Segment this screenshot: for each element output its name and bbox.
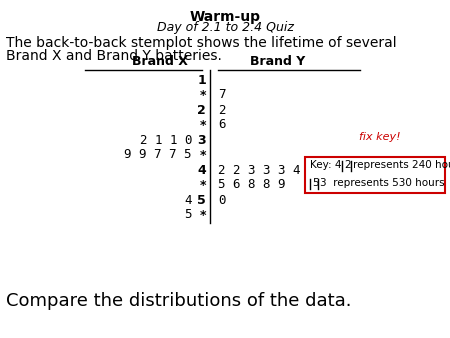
Text: 7: 7 [218, 89, 225, 101]
Text: 5: 5 [197, 193, 206, 207]
Text: 5: 5 [184, 209, 192, 221]
Text: *: * [199, 89, 206, 101]
Text: 2 1 1 0: 2 1 1 0 [140, 134, 192, 146]
Text: 5 6 8 8 9: 5 6 8 8 9 [218, 178, 285, 192]
Text: represents 240 hours: represents 240 hours [353, 161, 450, 170]
Text: The back-to-back stemplot shows the lifetime of several: The back-to-back stemplot shows the life… [6, 36, 396, 50]
Text: 4: 4 [197, 164, 206, 176]
Text: 1: 1 [197, 73, 206, 87]
Text: 2: 2 [344, 161, 351, 170]
Text: 2 2 3 3 3 4: 2 2 3 3 3 4 [218, 164, 301, 176]
Text: Brand X: Brand X [132, 55, 188, 68]
Text: *: * [199, 178, 206, 192]
Text: 3: 3 [198, 134, 206, 146]
Text: Brand X and Brand Y batteries.: Brand X and Brand Y batteries. [6, 49, 222, 63]
Text: *: * [199, 148, 206, 162]
Text: 3  represents 530 hours: 3 represents 530 hours [320, 178, 445, 189]
Text: 4: 4 [184, 193, 192, 207]
Text: 2: 2 [218, 103, 225, 117]
Text: Warm-up: Warm-up [189, 10, 261, 24]
Text: Day of 2.1 to 2.4 Quiz: Day of 2.1 to 2.4 Quiz [157, 21, 293, 34]
Text: Key: 4: Key: 4 [310, 161, 342, 170]
Text: 5: 5 [312, 178, 319, 189]
Text: *: * [199, 119, 206, 131]
Text: 2: 2 [197, 103, 206, 117]
Text: fix key!: fix key! [359, 132, 401, 143]
Text: 0: 0 [218, 193, 225, 207]
FancyBboxPatch shape [305, 156, 445, 193]
Text: 6: 6 [218, 119, 225, 131]
Text: *: * [199, 209, 206, 221]
Text: 9 9 7 7 5: 9 9 7 7 5 [125, 148, 192, 162]
Text: Brand Y: Brand Y [250, 55, 305, 68]
Text: Compare the distributions of the data.: Compare the distributions of the data. [6, 292, 351, 310]
